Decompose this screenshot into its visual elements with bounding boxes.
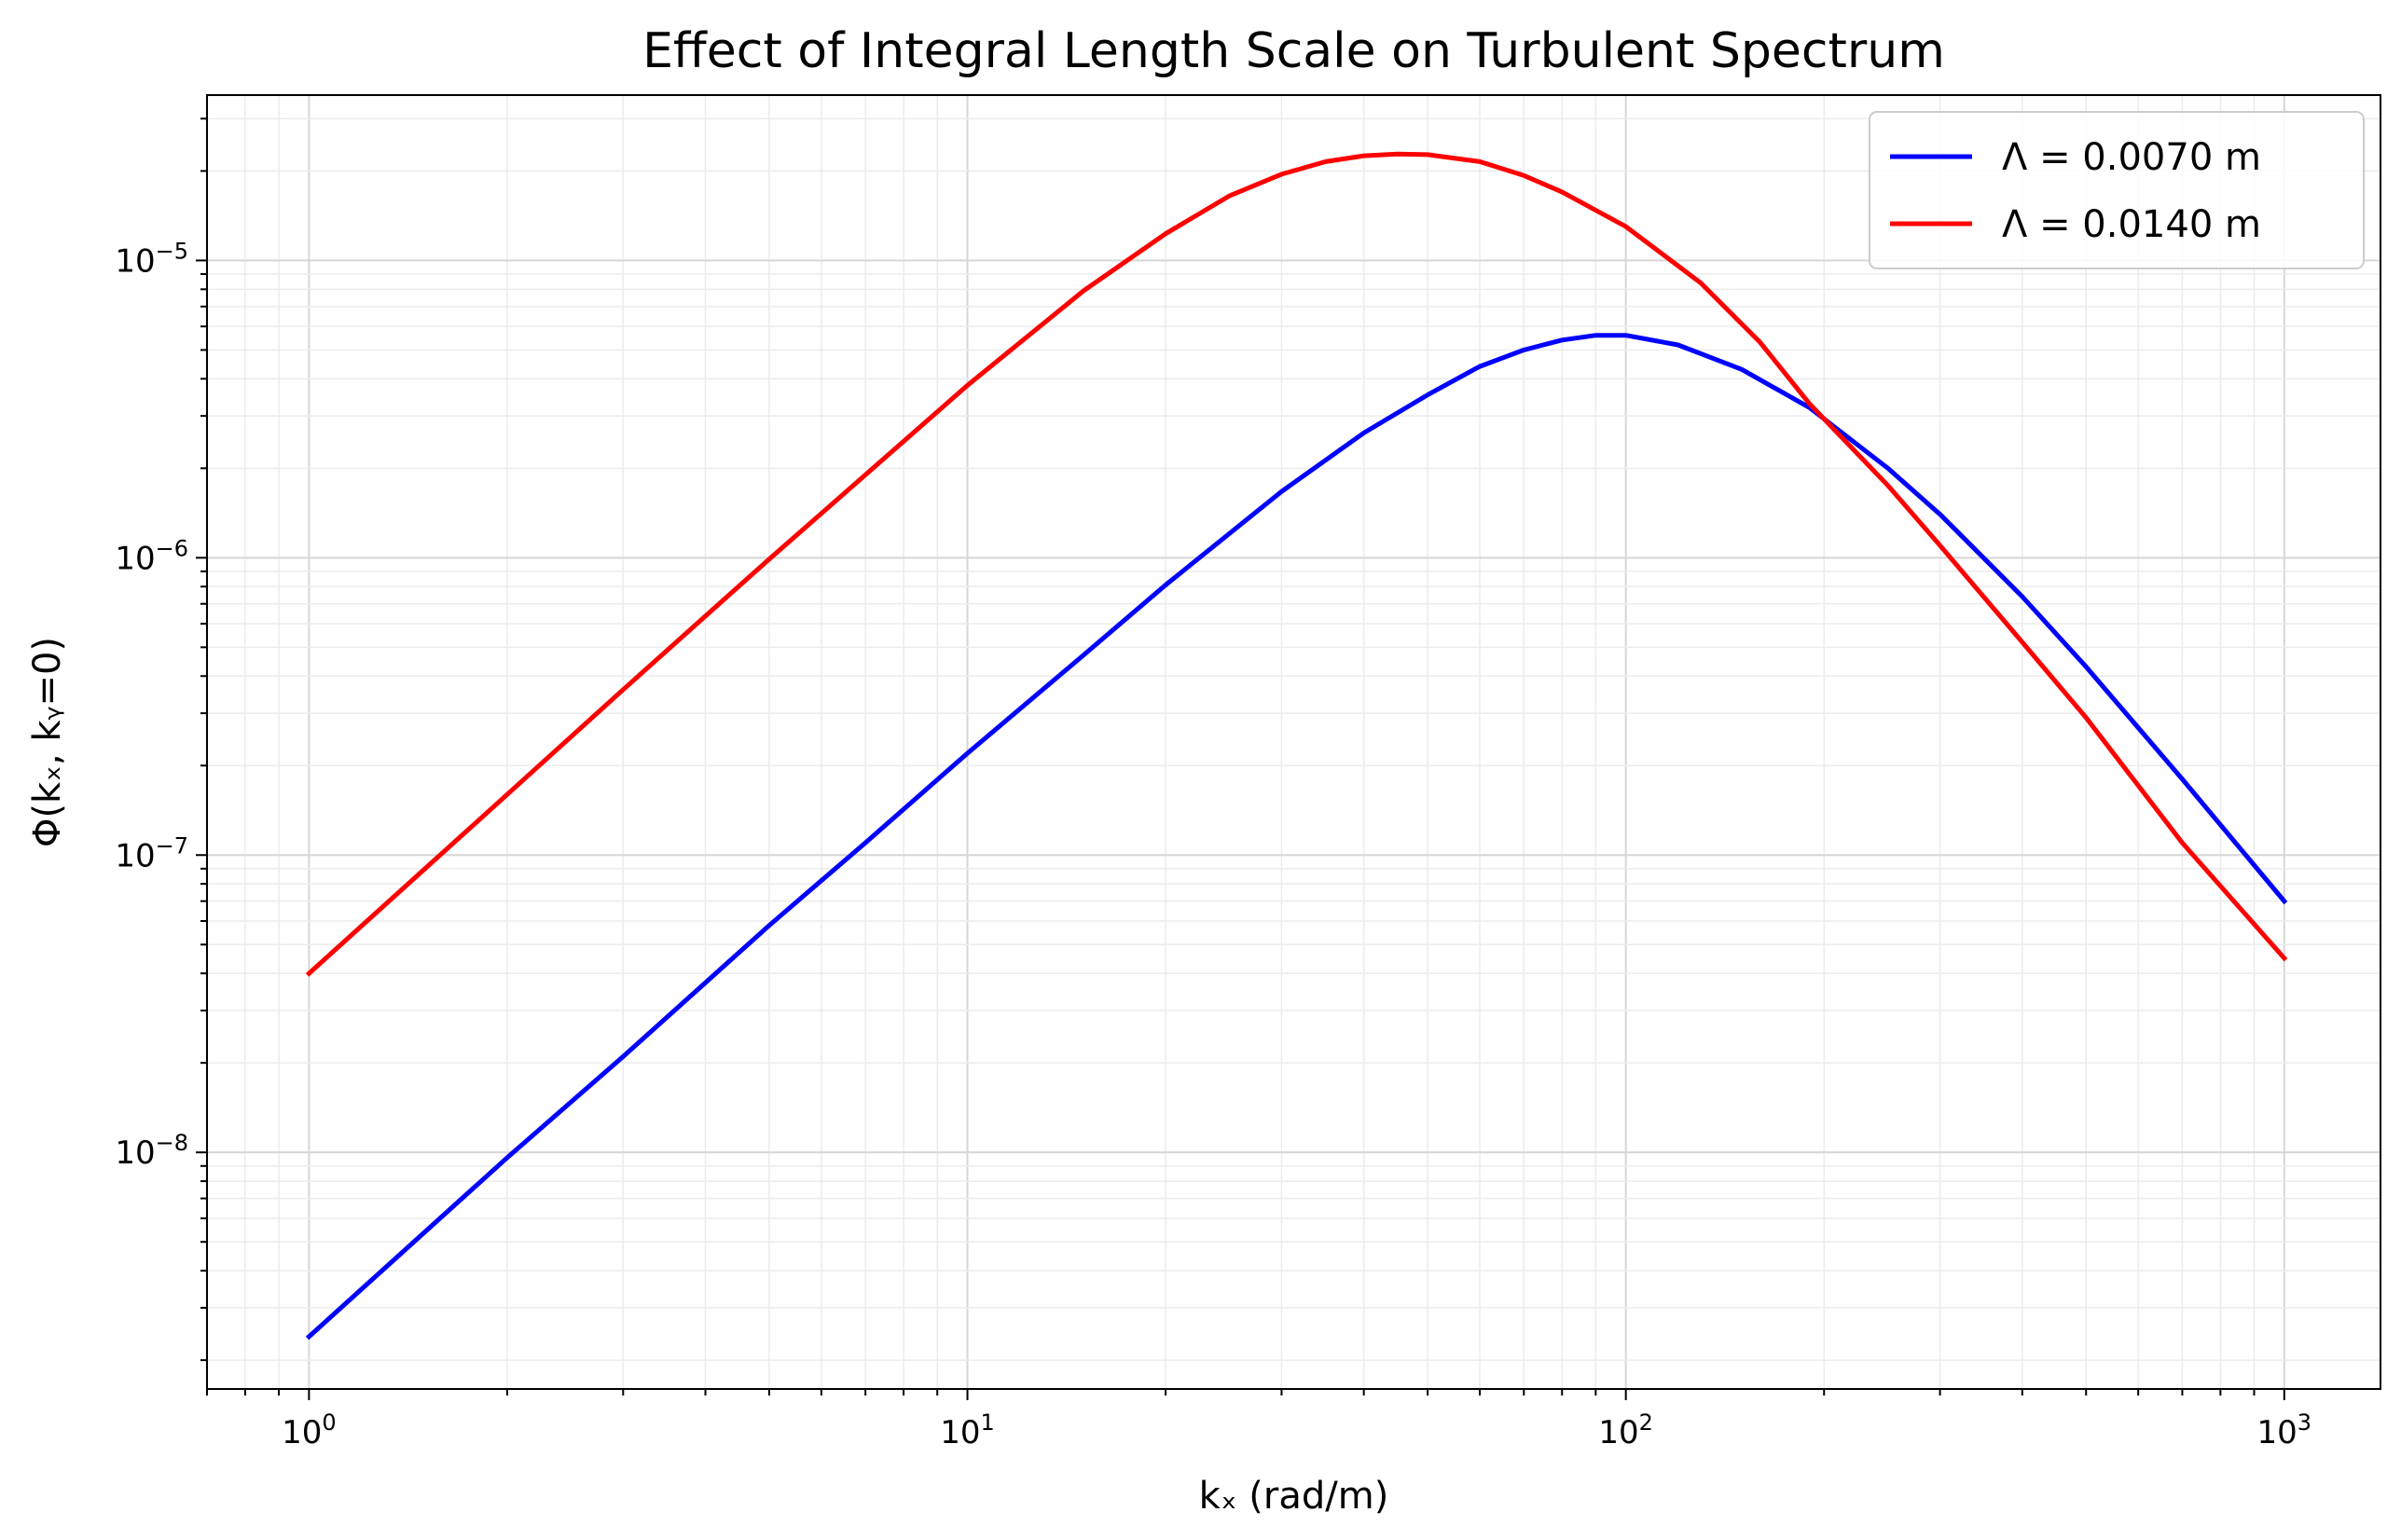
series-line-2 [305, 151, 2288, 977]
x-tick-label: 100 [282, 1409, 337, 1451]
axis-ticks: 100 101 102 103 10−8 10−7 10−6 10−5 [115, 117, 2312, 1451]
x-axis-label: kₓ (rad/m) [1199, 1475, 1389, 1518]
y-tick-label: 10−5 [115, 238, 188, 280]
legend-label: Λ = 0.0140 m [2002, 203, 2261, 246]
series-line-1 [305, 333, 2288, 1341]
y-tick-label: 10−8 [115, 1130, 188, 1172]
plot-frame [206, 94, 2381, 1390]
x-tick-label: 102 [1598, 1409, 1653, 1451]
x-tick-label: 101 [940, 1409, 995, 1451]
legend: Λ = 0.0070 m Λ = 0.0140 m [1869, 111, 2365, 269]
y-axis-label: Φ(kₓ, kᵧ=0) [26, 637, 69, 847]
series-lines [305, 151, 2288, 1341]
x-tick-label: 103 [2257, 1409, 2312, 1451]
grid [206, 95, 2380, 1389]
chart-title: Effect of Integral Length Scale on Turbu… [642, 23, 1945, 79]
legend-box [1869, 111, 2365, 269]
legend-label: Λ = 0.0070 m [2002, 136, 2261, 179]
y-tick-label: 10−6 [115, 535, 188, 577]
y-tick-label: 10−7 [115, 832, 188, 874]
